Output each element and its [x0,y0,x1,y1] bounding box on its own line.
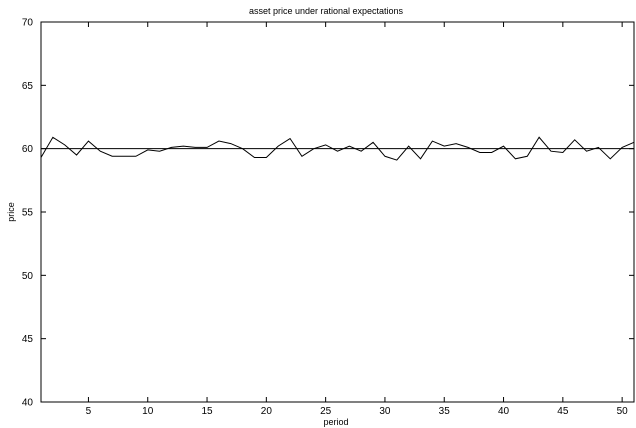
x-tick-label: 30 [379,406,391,417]
y-axis-label: price [6,202,16,222]
x-tick-label: 25 [320,406,332,417]
x-tick-label: 35 [439,406,451,417]
chart-title: asset price under rational expectations [249,6,404,16]
y-tick-label: 70 [22,18,34,29]
y-tick-label: 45 [22,334,34,345]
x-tick-label: 40 [498,406,510,417]
x-axis-label: period [323,417,348,427]
x-tick-label: 15 [201,406,213,417]
plot-frame [40,21,635,403]
y-tick-label: 55 [22,208,34,219]
y-tick-label: 65 [22,81,34,92]
x-tick-label: 10 [142,406,154,417]
x-tick-label: 20 [261,406,273,417]
x-tick-label: 50 [617,406,629,417]
series-line-1 [40,136,635,161]
y-tick-label: 60 [22,144,34,155]
ticks-layer: 5 10 15 20 25 30 35 40 45 50 40 45 50 55 60 65 70 [22,18,634,417]
series-layer [40,136,635,161]
x-tick-label: 5 [86,406,92,417]
y-tick-label: 40 [22,398,34,409]
y-tick-label: 50 [22,271,34,282]
x-tick-label: 45 [557,406,569,417]
